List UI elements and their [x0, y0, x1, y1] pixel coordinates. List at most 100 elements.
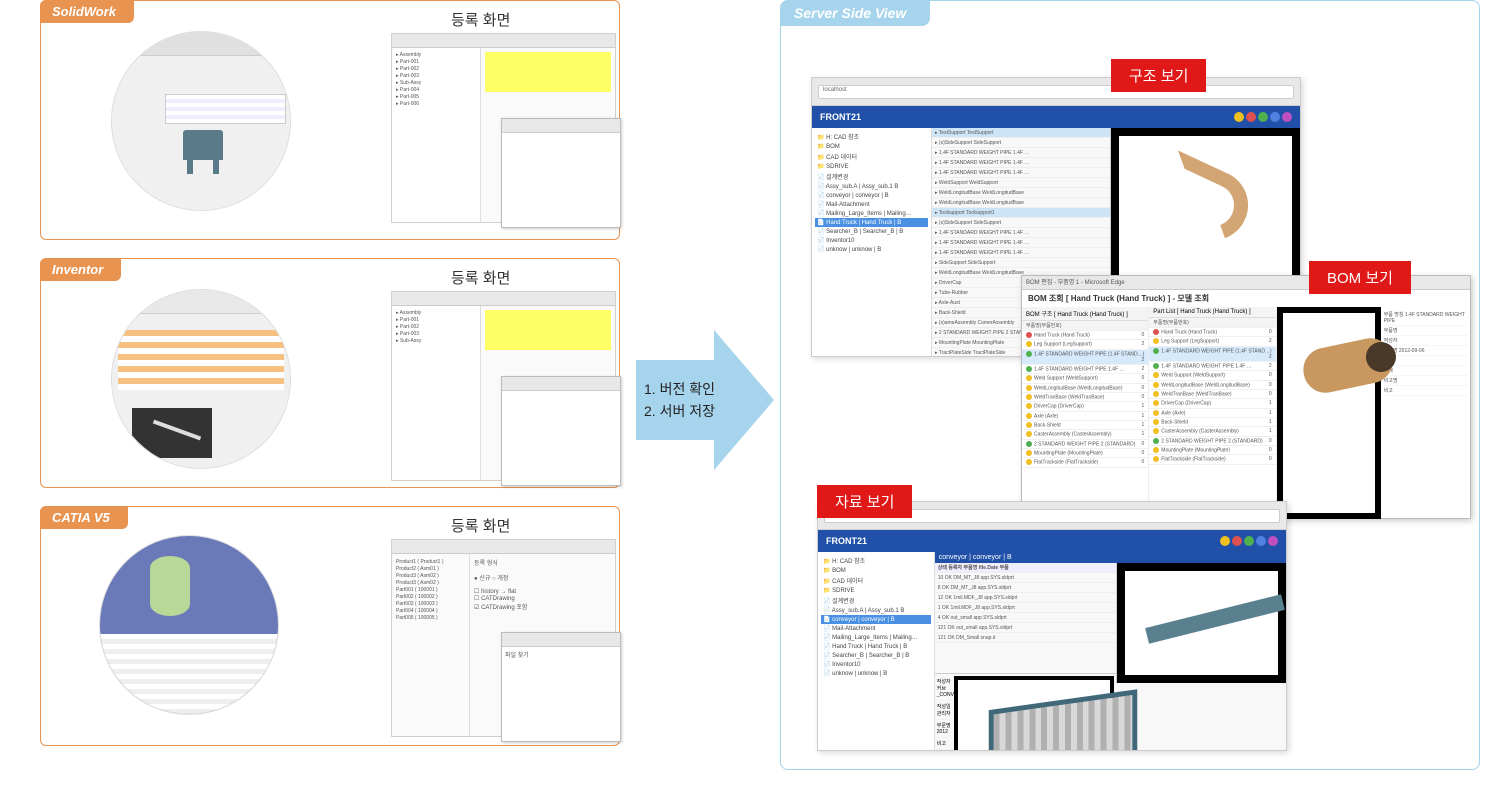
bom-row[interactable]: 1.4F STANDARD WEIGHT PIPE (1.4F STAND…) … [1149, 347, 1275, 362]
list-row[interactable]: ▸ WeldLongitudBase WeldLongitudBase [932, 188, 1110, 198]
sidebar-item[interactable]: 📄 Hand Truck | Hand Truck | B [815, 218, 928, 227]
bom-row[interactable]: Leg Support (LegSupport) 2 [1149, 337, 1275, 346]
sidebar-item[interactable]: 📁 BOM [815, 142, 928, 151]
sidebar-item[interactable]: 📄 unknow | unknow | B [821, 669, 931, 678]
registration-screenshot: ▸ Assembly ▸ Part-001 ▸ Part-002 ▸ Part-… [391, 291, 616, 481]
list-row[interactable]: ▸ 1.4F STANDARD WEIGHT PIPE 1.4F … [932, 158, 1110, 168]
sidebar-item[interactable]: 📄 설계변경 [821, 595, 931, 606]
sidebar-tree[interactable]: 📁 H: CAD 참조📁 BOM📁 CAD 데이터📁 SDRIVE 📄 설계변경… [818, 552, 935, 750]
sidebar-item[interactable]: 📄 unknow | unknow | B [815, 245, 928, 254]
sidebar-item[interactable]: 📁 SDRIVE [821, 586, 931, 595]
bom-row[interactable]: Back-Shield 1 [1022, 421, 1148, 430]
sidebar-item[interactable]: 📄 conveyor | conveyor | B [821, 615, 931, 624]
list-row[interactable]: ▸ TestSupport TestSupport [932, 128, 1110, 138]
sidebar-item[interactable]: 📁 SDRIVE [815, 162, 928, 171]
file-table[interactable]: 상태 등록자 부품명 file.Date 부품10 OK DM_MT_J8 ap… [935, 563, 1116, 673]
bom-row[interactable]: WeldTranBase (WeldTranBase) 0 [1022, 393, 1148, 402]
bom-row[interactable]: Axle (Axle) 1 [1022, 412, 1148, 421]
bom-row[interactable]: Hand Truck (Hand Truck) 0 [1022, 331, 1148, 340]
sidebar-item[interactable]: 📄 Hand Truck | Hand Truck | B [821, 642, 931, 651]
table-row[interactable]: 8 OK DM_MT_J8 app.SYS.sldprt [935, 583, 1116, 593]
sidebar-item[interactable]: 📁 H: CAD 참조 [815, 131, 928, 142]
sidebar-item[interactable]: 📁 H: CAD 참조 [821, 555, 931, 566]
data-view-header: conveyor | conveyor | B [935, 552, 1286, 563]
highlight-region [485, 52, 611, 92]
list-row[interactable]: ▸ 1.4F STANDARD WEIGHT PIPE 1.4F … [932, 248, 1110, 258]
bom-row[interactable]: Weld Support (WeldSupport) 0 [1022, 374, 1148, 383]
cad-panel-title: SolidWork [40, 0, 134, 23]
sub-dialog [501, 376, 621, 486]
sidebar-item[interactable]: 📄 Mail-Attachment [821, 624, 931, 633]
bom-row[interactable]: Hand Truck (Hand Truck) 0 [1149, 328, 1275, 337]
sidebar-item[interactable]: 📄 Mailing_Large_Items | Mailing… [821, 633, 931, 642]
sidebar-item[interactable]: 📄 Mailing_Large_Items | Mailing… [815, 209, 928, 218]
bom-row[interactable]: CasterAssembly (CasterAssembly) 1 [1022, 430, 1148, 439]
sidebar-item[interactable]: 📄 Searcher_B | Searcher_B | B [815, 227, 928, 236]
bom-viewer-3d[interactable] [1277, 307, 1381, 519]
list-row[interactable]: ▸ WeldLongitudBase WeldLongitudBase [932, 198, 1110, 208]
sidebar-item[interactable]: 📄 Inventor10 [815, 236, 928, 245]
bom-row[interactable]: Back-Shield 1 [1149, 418, 1275, 427]
bom-row[interactable]: CasterAssembly (CasterAssembly) 1 [1149, 427, 1275, 436]
bom-row[interactable]: 1.4F STANDARD WEIGHT PIPE 1.4F … 2 [1149, 362, 1275, 371]
bom-row[interactable]: FlatTrackside (FlatTrackside) 0 [1149, 455, 1275, 464]
sidebar-item[interactable]: 📄 Assy_sub.A | Assy_sub.1 B [821, 606, 931, 615]
info-row: 비고 [937, 738, 954, 750]
bom-row[interactable]: Weld Support (WeldSupport) 0 [1149, 371, 1275, 380]
table-row[interactable]: 10 OK DM_MT_J8 app.SYS.sldprt [935, 573, 1116, 583]
list-row[interactable]: ▸ Toolsupport Toolsupport1 [932, 208, 1110, 218]
sub-dialog: 파일 찾기 [501, 632, 621, 742]
sidebar-item[interactable]: 📄 Assy_sub.A | Assy_sub.1 B [815, 182, 928, 191]
list-row[interactable]: ▸ 1.4F STANDARD WEIGHT PIPE 1.4F … [932, 148, 1110, 158]
bom-row[interactable]: 1.4F STANDARD WEIGHT PIPE (1.4F STAND…) … [1022, 350, 1148, 365]
cad-screenshot-circle [111, 31, 291, 211]
bom-row[interactable]: Leg Support (LegSupport) 2 [1022, 340, 1148, 349]
list-row[interactable]: ▸ 1.4F STANDARD WEIGHT PIPE 1.4F … [932, 228, 1110, 238]
bom-row[interactable]: Axle (Axle) 1 [1149, 409, 1275, 418]
sidebar-item[interactable]: 📁 CAD 데이터 [821, 575, 931, 586]
table-row[interactable]: 121 OK DM_Small snap.it [935, 633, 1116, 643]
list-row[interactable]: ▸ 1.4F STANDARD WEIGHT PIPE 1.4F … [932, 238, 1110, 248]
url-bar[interactable]: localhost [818, 85, 1294, 99]
sidebar-item[interactable]: 📄 설계변경 [815, 171, 928, 182]
sidebar-item[interactable]: 📄 Searcher_B | Searcher_B | B [821, 651, 931, 660]
bom-tree-column[interactable]: BOM 구조 [ Hand Truck (Hand Truck) ] 부품명(부… [1022, 307, 1149, 519]
list-row[interactable]: ▸ SideSupport SideSupport [932, 258, 1110, 268]
bom-row[interactable]: 2 STANDARD WEIGHT PIPE 2 (STANDARD) 0 [1149, 437, 1275, 446]
list-row[interactable]: ▸ 1.4F STANDARD WEIGHT PIPE 1.4F … [932, 168, 1110, 178]
bom-row[interactable]: DriverCap (DriverCap) 1 [1022, 402, 1148, 411]
bom-row[interactable]: 1.4F STANDARD WEIGHT PIPE 1.4F … 2 [1022, 365, 1148, 374]
bom-row[interactable]: 2 STANDARD WEIGHT PIPE 2 (STANDARD) 0 [1022, 440, 1148, 449]
bom-row[interactable]: WeldTranBase (WeldTranBase) 0 [1149, 390, 1275, 399]
table-row[interactable]: 1 OK 1mil.MDF_J8 app.SYS.sldprt [935, 603, 1116, 613]
bom-partlist-column[interactable]: Part List [ Hand Truck (Hand Truck) ] 부품… [1149, 307, 1276, 519]
catia-reg-options: 등록 형식 ● 신규 ○ 개정 ☐ history → flat ☐ CATDr… [470, 554, 615, 736]
bom-row[interactable]: WeldLongitudBase (WeldLongitudBase) 0 [1022, 384, 1148, 393]
table-row[interactable]: 4 OK out_small app.SYS.sldprt [935, 613, 1116, 623]
server-side-panel: Server Side View localhost FRONT21 📁 H: … [780, 0, 1480, 770]
sub-dialog [501, 118, 621, 228]
bom-row[interactable]: MountingPlate (MountingPlate) 0 [1149, 446, 1275, 455]
bom-row[interactable]: MountingPlate (MountingPlate) 0 [1022, 449, 1148, 458]
viewer-3d-bottom[interactable] [954, 676, 1114, 751]
table-row[interactable]: 12 OK 1mil.MDF_J8 app.SYS.sldprt [935, 593, 1116, 603]
list-row[interactable]: ▸ WeldSupport WeldSupport [932, 178, 1110, 188]
registration-title: 등록 화면 [451, 515, 510, 536]
sidebar-item[interactable]: 📁 BOM [821, 566, 931, 575]
cad-panel-catia: CATIA V5 등록 화면 Product1 ( Product1 ) Pro… [40, 506, 620, 746]
cad-panel-title: Inventor [40, 258, 121, 281]
bom-row[interactable]: WeldLongitudBase (WeldLongitudBase) 0 [1149, 381, 1275, 390]
registration-screenshot: Product1 ( Product1 ) Product2 ( Asm01 )… [391, 539, 616, 737]
viewer-3d[interactable] [1116, 563, 1286, 683]
sidebar-item[interactable]: 📄 Inventor10 [821, 660, 931, 669]
badge-bom-view: BOM 보기 [1309, 261, 1411, 294]
sidebar-item[interactable]: 📁 CAD 데이터 [815, 151, 928, 162]
bom-row[interactable]: FlatTrackside (FlatTrackside) 0 [1022, 458, 1148, 467]
table-row[interactable]: 121 OK out_small app.SYS.sldprt [935, 623, 1116, 633]
sidebar-item[interactable]: 📄 conveyor | conveyor | B [815, 191, 928, 200]
list-row[interactable]: ▸ (s)SideSupport SideSupport [932, 138, 1110, 148]
list-row[interactable]: ▸ (s)SideSupport SideSupport [932, 218, 1110, 228]
sidebar-tree[interactable]: 📁 H: CAD 참조📁 BOM📁 CAD 데이터📁 SDRIVE 📄 설계변경… [812, 128, 932, 356]
sidebar-item[interactable]: 📄 Mail-Attachment [815, 200, 928, 209]
bom-row[interactable]: DriverCap (DriverCap) 1 [1149, 399, 1275, 408]
